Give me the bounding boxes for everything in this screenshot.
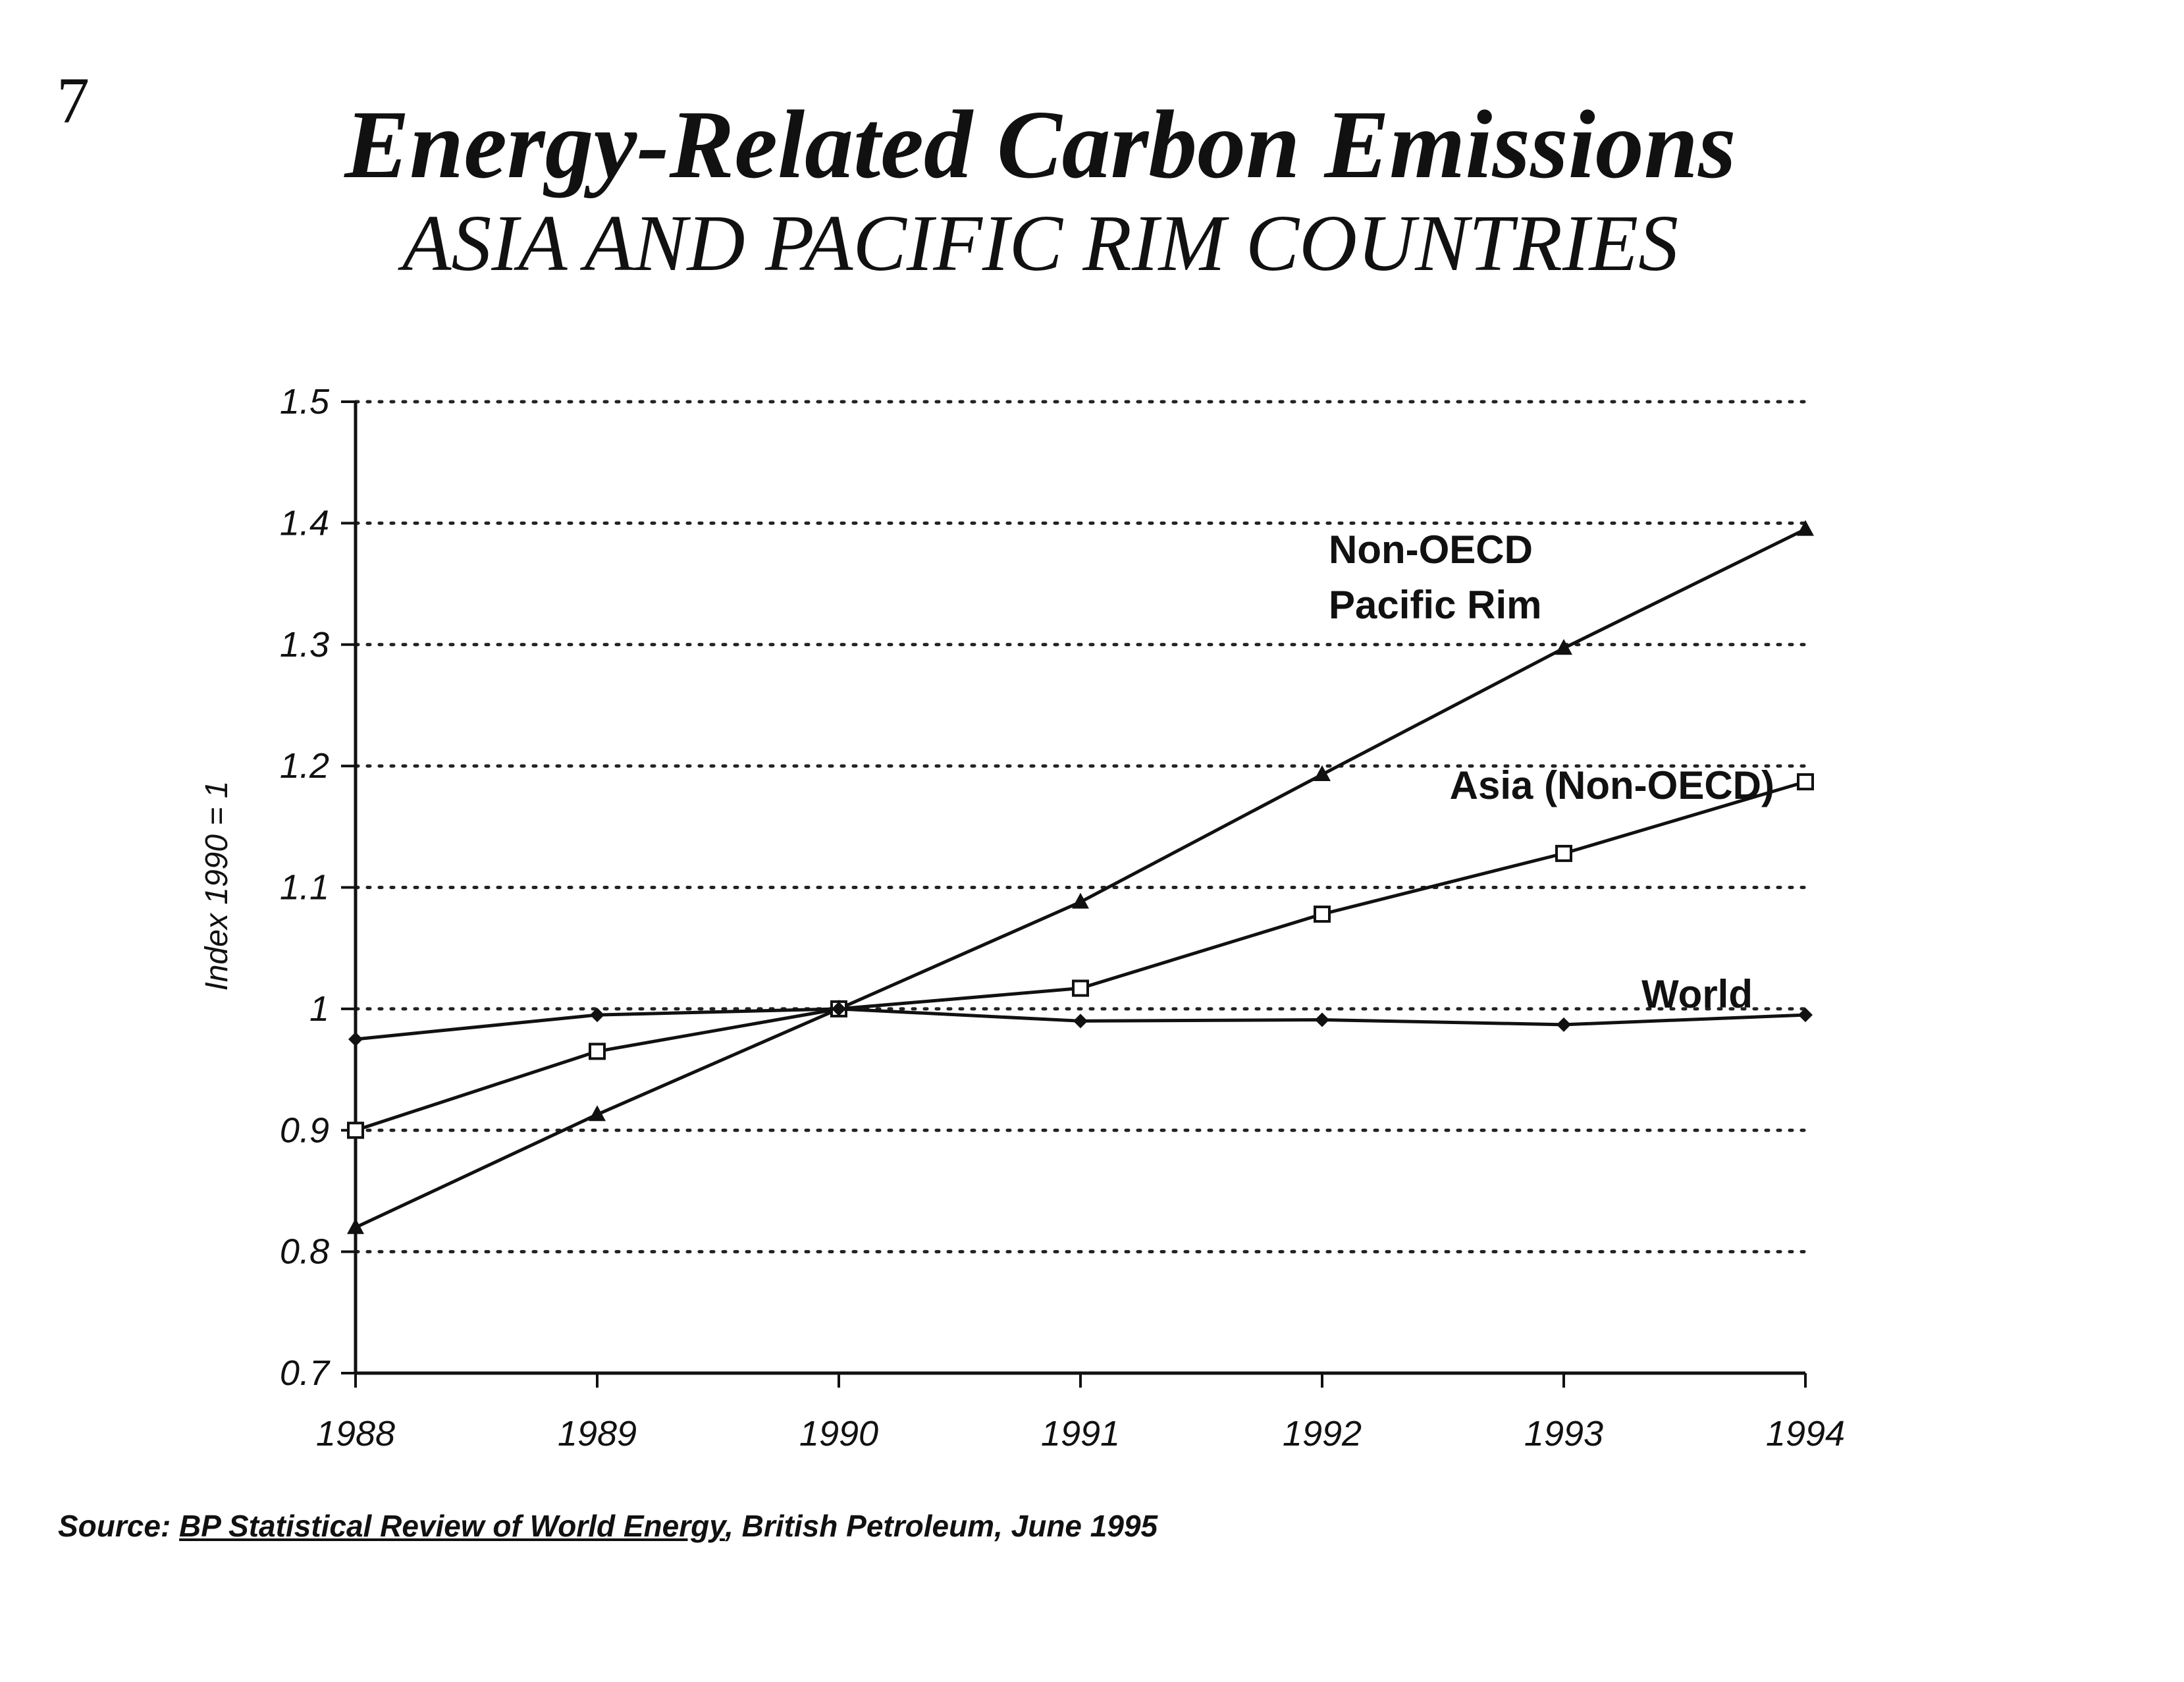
diamond-marker bbox=[1557, 1017, 1571, 1032]
axes bbox=[341, 400, 1807, 1388]
diamond-marker bbox=[1073, 1014, 1088, 1029]
y-tick-label: 1.4 bbox=[280, 503, 329, 543]
square-marker bbox=[1314, 906, 1331, 923]
y-tick-label: 0.7 bbox=[280, 1353, 331, 1393]
series-line bbox=[355, 780, 1806, 1132]
x-tick-label: 1993 bbox=[1524, 1414, 1603, 1453]
diamond-marker bbox=[1315, 1012, 1329, 1027]
series-label: World bbox=[1641, 972, 1753, 1016]
series-labels: Non-OECD Pacific Rim Asia (Non-OECD) World bbox=[1329, 528, 1774, 1016]
x-tick-label: 1990 bbox=[799, 1414, 878, 1453]
square-marker bbox=[1555, 844, 1572, 862]
x-tick-labels: 1988 1989 1990 1991 1992 1993 1994 bbox=[316, 1414, 1845, 1453]
y-axis-label: Index 1990 = 1 bbox=[200, 781, 234, 991]
triangle-marker bbox=[347, 1218, 364, 1234]
diamond-marker bbox=[590, 1008, 604, 1023]
chart-subtitle: ASIA AND PACIFIC RIM COUNTRIES bbox=[402, 199, 1679, 288]
triangle-marker bbox=[1314, 765, 1331, 782]
triangle-marker bbox=[1797, 520, 1814, 536]
x-tick-label: 1994 bbox=[1766, 1414, 1845, 1453]
series-line bbox=[354, 528, 1807, 1230]
square-marker bbox=[1072, 979, 1089, 997]
y-tick-labels: 0.7 0.8 0.9 1 1.1 1.2 1.3 1.4 1.5 bbox=[280, 382, 331, 1393]
series bbox=[347, 773, 1814, 1139]
diamond-marker bbox=[832, 1001, 846, 1016]
triangle-marker bbox=[589, 1105, 606, 1122]
chart-title: Energy-Related Carbon Emissions bbox=[344, 91, 1736, 199]
x-tick-label: 1991 bbox=[1041, 1414, 1120, 1453]
series bbox=[347, 520, 1814, 1234]
x-tick-label: 1989 bbox=[558, 1414, 637, 1453]
y-tick-label: 0.8 bbox=[280, 1232, 329, 1272]
x-tick-label: 1992 bbox=[1283, 1414, 1362, 1453]
square-marker bbox=[1797, 773, 1814, 791]
y-tick-label: 1.5 bbox=[280, 382, 330, 421]
triangle-marker bbox=[1555, 639, 1572, 655]
square-marker bbox=[589, 1043, 606, 1060]
source-note: Source: BP Statistical Review of World E… bbox=[58, 1508, 1158, 1544]
source-suffix: , British Petroleum, June 1995 bbox=[725, 1509, 1158, 1543]
y-tick-label: 0.9 bbox=[280, 1110, 329, 1150]
triangle-marker bbox=[1072, 892, 1089, 909]
series-lines bbox=[347, 520, 1814, 1234]
series-label: Asia (Non-OECD) bbox=[1450, 763, 1774, 807]
y-tick-label: 1 bbox=[309, 989, 329, 1029]
diamond-marker bbox=[348, 1031, 363, 1046]
y-tick-label: 1.3 bbox=[280, 625, 329, 665]
series bbox=[348, 1001, 1813, 1046]
x-tick-label: 1988 bbox=[316, 1414, 395, 1453]
y-tick-label: 1.1 bbox=[280, 868, 329, 908]
diamond-marker bbox=[1798, 1008, 1813, 1023]
source-reference: BP Statistical Review of World Energy bbox=[179, 1509, 726, 1543]
page-number: 7 bbox=[57, 64, 90, 137]
series-label: Non-OECD bbox=[1329, 528, 1533, 572]
series-label: Pacific Rim bbox=[1329, 583, 1541, 627]
source-prefix: Source: bbox=[58, 1509, 180, 1543]
square-marker bbox=[347, 1122, 364, 1139]
y-tick-label: 1.2 bbox=[280, 746, 329, 786]
